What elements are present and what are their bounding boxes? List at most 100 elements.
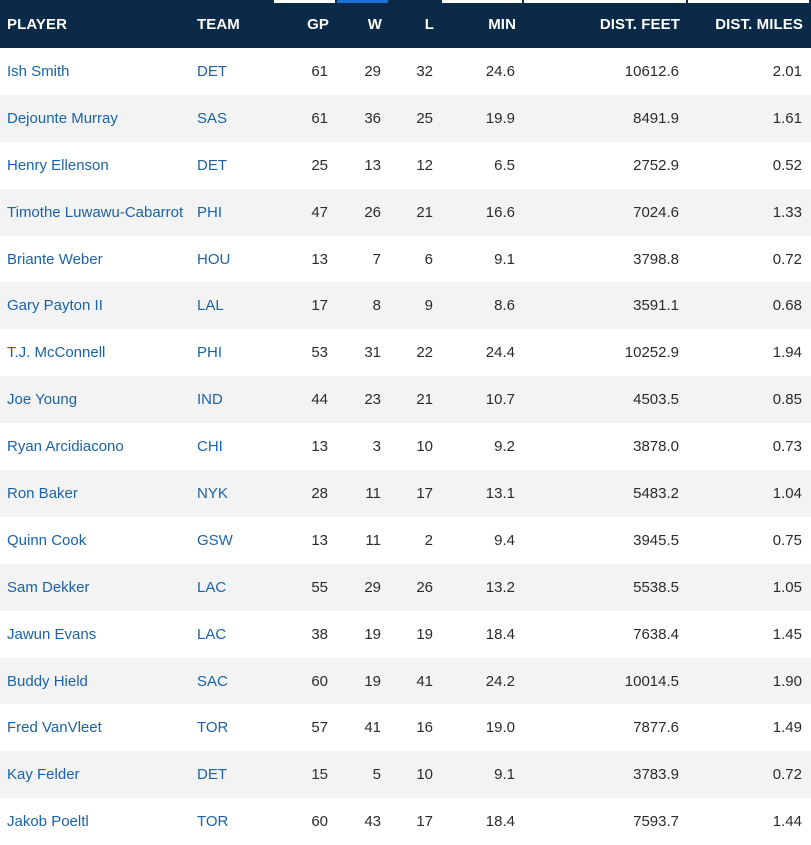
cell-w: 41 — [364, 719, 381, 737]
cell-l: 9 — [424, 297, 433, 315]
player-name-link[interactable]: Ryan Arcidiacono — [7, 438, 124, 456]
cell-min: 10.7 — [485, 391, 515, 409]
player-name-link[interactable]: Jawun Evans — [7, 625, 97, 643]
cell-team: DET — [190, 142, 274, 189]
player-name-link[interactable]: Fred VanVleet — [7, 719, 102, 737]
team-abbr-link[interactable]: DET — [197, 766, 227, 784]
table-row: T.J. McConnell PHI 53 31 22 24.4 10252.9 1.94 — [0, 329, 811, 377]
player-name-link[interactable]: Ron Baker — [7, 484, 78, 502]
cell-w: 29 — [364, 578, 381, 596]
cell-player: Ish Smith — [0, 48, 190, 95]
column-header-min[interactable]: MIN — [442, 0, 524, 48]
cell-min: 24.2 — [485, 672, 515, 690]
cell-team: LAL — [190, 282, 274, 329]
cell-dist-miles: 0.68 — [772, 297, 802, 315]
cell-gp: 53 — [311, 344, 328, 362]
column-header-team[interactable]: TEAM — [190, 0, 274, 48]
player-name-link[interactable]: Buddy Hield — [7, 672, 88, 690]
cell-min: 9.4 — [494, 531, 515, 549]
cell-dist-miles: 1.61 — [772, 109, 802, 127]
column-header-l[interactable]: L — [390, 0, 442, 48]
team-abbr-link[interactable]: SAC — [197, 672, 228, 690]
team-abbr-link[interactable]: LAC — [197, 625, 227, 643]
team-abbr-link[interactable]: CHI — [197, 438, 223, 456]
table-row: Ron Baker NYK 28 11 17 13.1 5483.2 1.04 — [0, 470, 811, 517]
cell-team: LAC — [190, 611, 274, 658]
player-name-link[interactable]: T.J. McConnell — [7, 344, 106, 362]
table-row: Fred VanVleet TOR 57 41 16 19.0 7877.6 1.49 — [0, 704, 811, 752]
cell-player: Henry Ellenson — [0, 142, 190, 189]
table-row: Kay Felder DET 15 5 10 9.1 3783.9 0.72 — [0, 751, 811, 799]
cell-gp: 15 — [311, 766, 328, 784]
team-abbr-link[interactable]: DET — [197, 156, 227, 174]
cell-player: Joe Young — [0, 376, 190, 423]
cell-team: DET — [190, 751, 274, 798]
table-row: Henry Ellenson DET 25 13 12 6.5 2752.9 0.52 — [0, 141, 811, 189]
column-header-dist-miles[interactable]: DIST. MILES — [688, 0, 811, 48]
cell-gp: 60 — [311, 813, 328, 831]
cell-l: 22 — [416, 344, 433, 362]
cell-dist-miles: 1.04 — [772, 484, 802, 502]
cell-l: 12 — [416, 156, 433, 174]
cell-dist-feet: 3798.8 — [633, 250, 679, 268]
cell-dist-miles: 0.72 — [772, 766, 802, 784]
cell-gp: 57 — [311, 719, 328, 737]
cell-dist-miles: 1.45 — [772, 625, 802, 643]
cell-team: CHI — [190, 423, 274, 470]
team-abbr-link[interactable]: HOU — [197, 250, 231, 268]
table-row: Quinn Cook GSW 13 11 2 9.4 3945.5 0.75 — [0, 516, 811, 564]
player-name-link[interactable]: Timothe Luwawu-Cabarrot — [7, 203, 184, 221]
player-name-link[interactable]: Kay Felder — [7, 766, 80, 784]
cell-w: 36 — [364, 109, 381, 127]
cell-l: 10 — [416, 766, 433, 784]
cell-w: 26 — [364, 203, 381, 221]
cell-player: Gary Payton II — [0, 282, 190, 329]
cell-gp: 13 — [311, 531, 328, 549]
team-abbr-link[interactable]: SAS — [197, 109, 228, 127]
team-abbr-link[interactable]: PHI — [197, 203, 223, 221]
player-name-link[interactable]: Quinn Cook — [7, 531, 87, 549]
cell-gp: 13 — [311, 438, 328, 456]
cell-gp: 55 — [311, 578, 328, 596]
team-abbr-link[interactable]: IND — [197, 391, 223, 409]
team-abbr-link[interactable]: LAC — [197, 578, 227, 596]
cell-dist-feet: 3878.0 — [633, 438, 679, 456]
team-abbr-link[interactable]: TOR — [197, 719, 229, 737]
cell-dist-feet: 3945.5 — [633, 531, 679, 549]
cell-team: NYK — [190, 470, 274, 517]
player-name-link[interactable]: Sam Dekker — [7, 578, 90, 596]
cell-l: 41 — [416, 672, 433, 690]
cell-w: 5 — [372, 766, 381, 784]
column-header-dist-feet[interactable]: DIST. FEET — [524, 0, 688, 48]
cell-player: Briante Weber — [0, 236, 190, 283]
player-name-link[interactable]: Gary Payton II — [7, 297, 103, 315]
player-name-link[interactable]: Dejounte Murray — [7, 109, 118, 127]
cell-player: Kay Felder — [0, 751, 190, 798]
cell-player: Buddy Hield — [0, 658, 190, 705]
cell-player: Jawun Evans — [0, 611, 190, 658]
team-abbr-link[interactable]: DET — [197, 62, 227, 80]
team-abbr-link[interactable]: GSW — [197, 531, 233, 549]
table-row: Joe Young IND 44 23 21 10.7 4503.5 0.85 — [0, 376, 811, 424]
cell-player: Ron Baker — [0, 470, 190, 517]
team-abbr-link[interactable]: PHI — [197, 344, 223, 362]
column-header-w[interactable]: W — [337, 0, 390, 48]
column-header-player[interactable]: PLAYER — [0, 0, 190, 48]
player-name-link[interactable]: Ish Smith — [7, 62, 70, 80]
cell-min: 24.6 — [485, 62, 515, 80]
team-abbr-link[interactable]: NYK — [197, 484, 228, 502]
cell-dist-feet: 7024.6 — [633, 203, 679, 221]
player-name-link[interactable]: Joe Young — [7, 391, 78, 409]
cell-gp: 28 — [311, 484, 328, 502]
player-name-link[interactable]: Jakob Poeltl — [7, 813, 89, 831]
cell-dist-miles: 0.75 — [772, 531, 802, 549]
team-abbr-link[interactable]: TOR — [197, 813, 229, 831]
cell-dist-feet: 7638.4 — [633, 625, 679, 643]
player-name-link[interactable]: Henry Ellenson — [7, 156, 109, 174]
cell-dist-feet: 5538.5 — [633, 578, 679, 596]
cell-dist-miles: 0.52 — [772, 156, 802, 174]
cell-dist-miles: 1.33 — [772, 203, 802, 221]
column-header-gp[interactable]: GP — [274, 0, 337, 48]
player-name-link[interactable]: Briante Weber — [7, 250, 103, 268]
team-abbr-link[interactable]: LAL — [197, 297, 224, 315]
